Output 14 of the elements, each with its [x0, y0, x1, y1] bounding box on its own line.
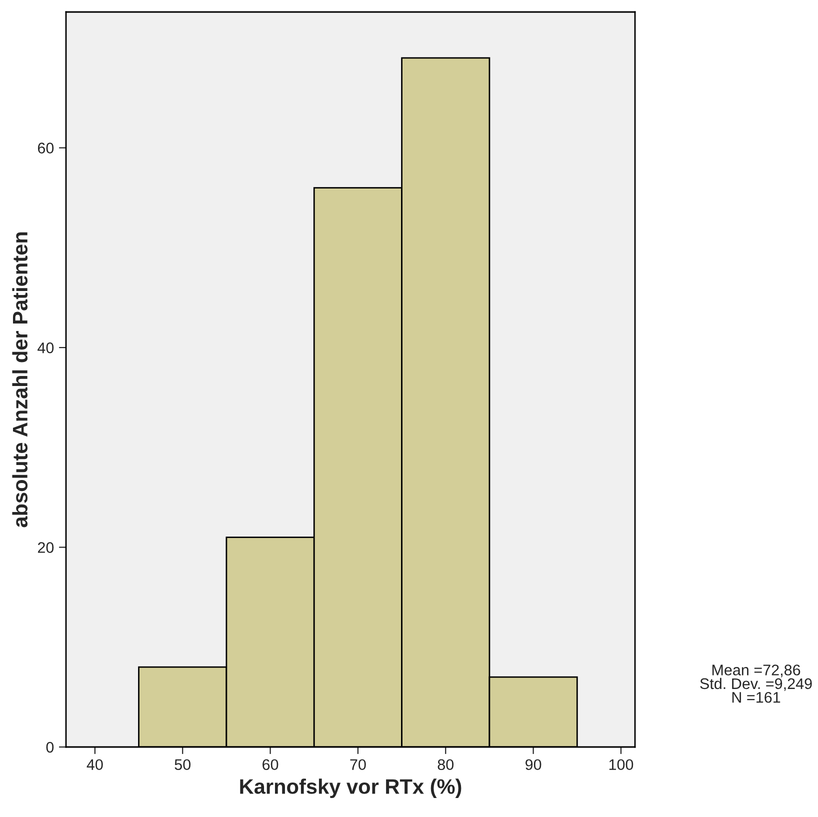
x-tick-label: 100 — [609, 759, 634, 770]
y-tick-label: 40 — [38, 342, 54, 354]
x-tick-label: 50 — [174, 759, 191, 770]
y-tick-label: 60 — [38, 142, 54, 154]
text: Mean =72,86 Std. Dev. =9,249 N =161 — [700, 664, 812, 703]
x-tick-label: 40 — [86, 759, 103, 770]
x-tick-label: 80 — [438, 759, 454, 770]
x-tick-label: 90 — [526, 759, 542, 770]
y-tick-label: 0 — [46, 742, 54, 753]
y-axis-title: absolute Anzahl der Patienten — [12, 232, 28, 528]
x-tick-label: 60 — [262, 759, 278, 770]
x-axis-title: Karnofsky vor RTx (%) — [240, 778, 462, 798]
y-tick-label: 20 — [38, 542, 54, 553]
x-tick-label: 70 — [350, 759, 366, 770]
